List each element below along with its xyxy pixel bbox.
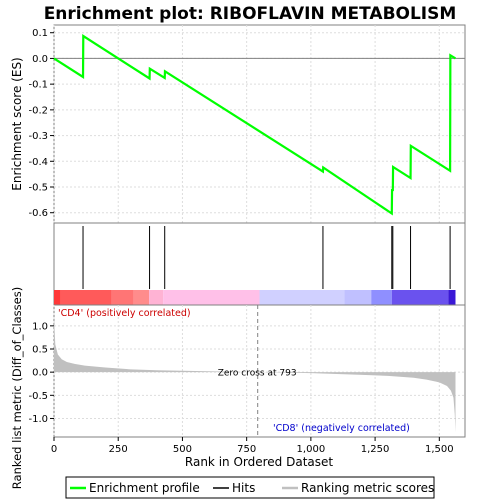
color-band-segment (163, 290, 260, 305)
color-band-segment (133, 290, 150, 305)
color-band-segment (391, 290, 449, 305)
color-band-segment (149, 290, 164, 305)
es-y-tick-label: -0.5 (28, 183, 48, 194)
es-y-tick-label: -0.6 (28, 208, 48, 219)
x-tick-label: 250 (109, 444, 128, 455)
es-y-tick-label: 0.0 (32, 54, 48, 65)
chart-title: Enrichment plot: RIBOFLAVIN METABOLISM (44, 4, 457, 24)
metric-y-axis: 1.0 0.5 0.0 -0.5 -1.0 (28, 321, 54, 425)
metric-y-label: Ranked list metric (Diff_of_Classes) (10, 287, 24, 489)
color-band-segment (60, 290, 112, 305)
color-band-segment (259, 290, 345, 305)
legend-box (65, 476, 435, 499)
metric-y-tick-label: -1.0 (28, 414, 48, 425)
x-tick-label: 0 (51, 444, 57, 455)
enrichment-profile-line (53, 34, 457, 216)
legend-profile-label: Enrichment profile (89, 481, 200, 495)
es-panel (53, 24, 466, 224)
x-tick-label: 500 (173, 444, 192, 455)
x-tick-label: 1,250 (361, 444, 390, 455)
x-tick-label: 750 (237, 444, 256, 455)
es-y-tick-label: -0.4 (28, 157, 48, 168)
legend-metric-label: Ranking metric scores (301, 481, 434, 495)
metric-y-tick-label: -0.5 (28, 391, 48, 402)
color-band-segment (111, 290, 134, 305)
metric-y-tick-label: 0.5 (32, 345, 48, 356)
zero-cross-label: Zero cross at 793 (218, 369, 297, 379)
rank-color-band (54, 290, 456, 305)
x-tick-label: 1,500 (425, 444, 454, 455)
negative-label: 'CD8' (negatively correlated) (273, 423, 410, 434)
metric-y-tick-label: 1.0 (32, 321, 48, 332)
es-y-tick-label: 0.1 (32, 28, 48, 39)
es-y-tick-label: -0.2 (28, 105, 48, 116)
positive-label: 'CD4' (positively correlated) (58, 308, 191, 319)
x-axis-label: Rank in Ordered Dataset (185, 455, 333, 469)
es-y-label: Enrichment score (ES) (10, 57, 24, 190)
color-band-segment (371, 290, 392, 305)
ranking-metric-area (54, 316, 456, 433)
x-axis: 0 250 500 750 1,000 1,250 1,500 (51, 437, 454, 455)
color-band-segment (448, 290, 456, 305)
color-band-segment (344, 290, 372, 305)
es-y-axis: 0.1 0.0 -0.1 -0.2 -0.3 -0.4 -0.5 -0.6 (28, 28, 54, 219)
metric-y-tick-label: 0.0 (32, 368, 48, 379)
legend-hits-label: Hits (232, 481, 255, 495)
es-y-tick-label: -0.1 (28, 80, 48, 91)
hit-markers (82, 226, 451, 289)
color-band-segment (54, 290, 61, 305)
x-tick-label: 1,000 (297, 444, 326, 455)
legend: Enrichment profile Hits Ranking metric sco… (70, 481, 434, 495)
es-y-tick-label: -0.3 (28, 131, 48, 142)
